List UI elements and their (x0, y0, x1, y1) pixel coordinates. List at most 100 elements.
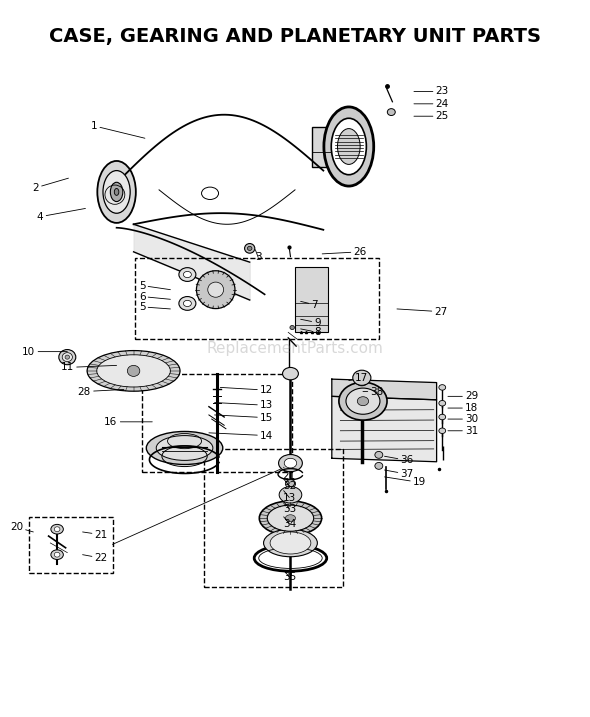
Text: 8: 8 (301, 328, 321, 337)
Text: 22: 22 (83, 553, 108, 563)
Text: 38: 38 (363, 386, 384, 397)
Bar (312, 127, 335, 167)
Ellipse shape (353, 370, 371, 385)
Bar (295, 267, 328, 333)
Bar (135, 258, 379, 339)
Text: 27: 27 (397, 307, 448, 317)
Ellipse shape (356, 376, 368, 386)
Ellipse shape (439, 401, 445, 406)
Text: 19: 19 (385, 477, 426, 488)
Ellipse shape (183, 300, 191, 307)
Text: CASE, GEARING AND PLANETARY UNIT PARTS: CASE, GEARING AND PLANETARY UNIT PARTS (49, 27, 541, 46)
Text: 12: 12 (220, 385, 273, 395)
Ellipse shape (179, 297, 196, 310)
Ellipse shape (346, 388, 380, 414)
Text: 11: 11 (61, 363, 117, 372)
Ellipse shape (337, 128, 360, 164)
Text: 5: 5 (139, 302, 171, 312)
Ellipse shape (65, 355, 70, 359)
Text: ReplacementParts.com: ReplacementParts.com (206, 341, 384, 356)
Ellipse shape (54, 527, 60, 531)
Bar (142, 374, 292, 472)
Text: 14: 14 (209, 431, 273, 440)
Text: 2: 2 (32, 178, 68, 193)
Ellipse shape (286, 480, 296, 488)
Text: 5: 5 (139, 280, 171, 290)
Ellipse shape (270, 532, 311, 554)
Polygon shape (332, 397, 437, 462)
Ellipse shape (54, 552, 60, 557)
Text: 21: 21 (83, 530, 108, 540)
Ellipse shape (156, 436, 213, 460)
Text: 1: 1 (91, 121, 145, 138)
Text: 20: 20 (10, 522, 33, 532)
Polygon shape (332, 379, 437, 400)
Text: 33: 33 (283, 502, 296, 513)
Ellipse shape (264, 529, 317, 556)
Text: 6: 6 (139, 292, 171, 302)
Ellipse shape (260, 501, 322, 536)
Ellipse shape (208, 282, 224, 298)
Text: 34: 34 (283, 517, 296, 528)
Text: 3: 3 (255, 250, 261, 262)
Text: 30: 30 (448, 414, 478, 424)
Ellipse shape (375, 462, 383, 470)
Ellipse shape (114, 189, 119, 195)
Text: 16: 16 (104, 417, 152, 427)
Ellipse shape (267, 505, 314, 531)
Text: 13: 13 (283, 490, 296, 503)
Bar (204, 450, 343, 587)
Ellipse shape (196, 271, 235, 308)
Ellipse shape (283, 367, 299, 380)
Ellipse shape (87, 351, 180, 391)
Ellipse shape (439, 428, 445, 434)
Ellipse shape (51, 550, 63, 559)
Text: 21: 21 (283, 467, 296, 480)
Ellipse shape (331, 118, 366, 175)
Ellipse shape (97, 161, 136, 223)
Text: 15: 15 (215, 413, 273, 423)
Text: 36: 36 (385, 455, 414, 465)
Text: 24: 24 (414, 99, 449, 109)
Text: 9: 9 (301, 318, 321, 328)
Ellipse shape (247, 247, 252, 250)
Text: 25: 25 (414, 111, 449, 121)
Ellipse shape (290, 326, 294, 330)
Ellipse shape (179, 267, 196, 281)
Ellipse shape (439, 414, 445, 419)
Text: 28: 28 (78, 386, 124, 397)
Ellipse shape (439, 384, 445, 390)
Text: 37: 37 (385, 469, 414, 479)
Ellipse shape (279, 487, 302, 503)
Ellipse shape (127, 366, 140, 376)
Text: 23: 23 (414, 87, 449, 96)
Text: 4: 4 (37, 209, 86, 222)
Ellipse shape (146, 432, 223, 465)
Text: 18: 18 (448, 403, 478, 413)
Ellipse shape (103, 171, 130, 213)
Ellipse shape (339, 382, 387, 420)
Ellipse shape (62, 353, 73, 361)
Text: 32: 32 (283, 479, 296, 491)
Text: 29: 29 (448, 391, 478, 402)
Ellipse shape (284, 458, 297, 468)
Ellipse shape (375, 452, 383, 458)
Ellipse shape (59, 350, 76, 365)
Text: 26: 26 (322, 247, 367, 257)
Text: 7: 7 (301, 300, 318, 310)
Text: 31: 31 (448, 426, 478, 436)
Ellipse shape (358, 397, 369, 406)
Text: 17: 17 (349, 373, 369, 383)
Bar (29, 517, 113, 574)
Text: 13: 13 (215, 400, 273, 410)
Text: 10: 10 (22, 346, 67, 356)
Ellipse shape (245, 244, 255, 253)
Ellipse shape (324, 107, 373, 186)
Ellipse shape (110, 182, 123, 201)
Ellipse shape (387, 109, 395, 115)
Ellipse shape (278, 455, 302, 472)
Ellipse shape (97, 355, 171, 387)
Ellipse shape (183, 272, 191, 277)
Text: 35: 35 (283, 571, 296, 581)
Ellipse shape (51, 524, 63, 534)
